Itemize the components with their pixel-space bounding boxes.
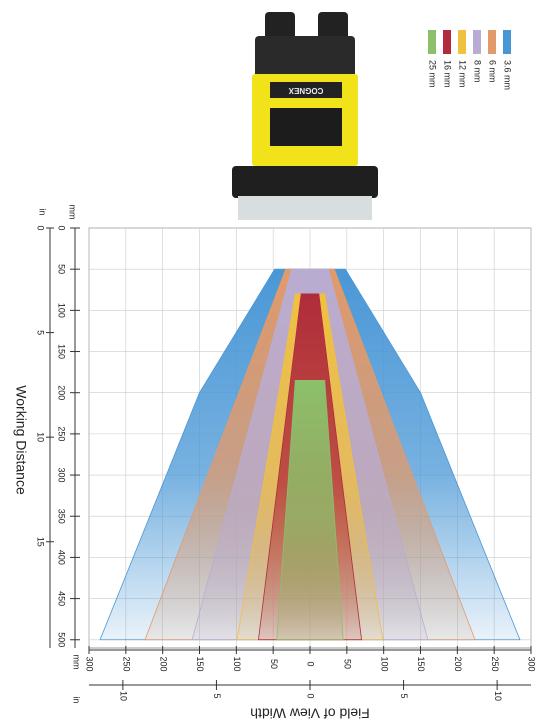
legend-label: 8 mm [473,60,483,83]
y-axis-title: Working Distance [13,385,29,495]
fov-area [276,379,344,641]
camera: COGNEX [232,12,378,220]
y-tick-label: 100 [57,303,67,318]
y2-tick-label: 5 [36,330,46,335]
x-tick-label: 150 [416,656,426,671]
y-tick-label: 450 [57,591,67,606]
x-tick-label: 50 [342,659,352,669]
legend-label: 16 mm [443,60,453,88]
y2-tick-label: 15 [36,537,46,547]
x-tick-label: 100 [379,656,389,671]
legend-label: 25 mm [428,60,438,88]
x-tick-label: 250 [490,656,500,671]
y-unit: mm [68,205,78,220]
y2-tick-label: 10 [36,432,46,442]
x-tick-label: 50 [269,659,279,669]
y-tick-label: 350 [57,509,67,524]
x2-tick-label: 5 [399,693,409,698]
legend: 3.6 mm 6 mm 8 mm 12 mm 16 mm 25 mm [428,30,513,90]
x-axis-title: Field of View Width [250,705,370,721]
x2-tick-label: 0 [306,693,316,698]
x2-tick-label: 10 [493,691,503,701]
legend-swatch [458,30,466,54]
y-tick-label: 250 [57,426,67,441]
x2-unit: in [72,696,82,703]
legend-swatch [503,30,511,54]
x-tick-label: 300 [527,656,537,671]
legend-swatch [443,30,451,54]
x-tick-label: 300 [85,656,95,671]
x2-tick-label: 5 [212,693,222,698]
y-tick-label: 50 [57,264,67,274]
y-tick-label: 0 [57,225,67,230]
brand-label: COGNEX [288,86,323,95]
x-tick-label: 250 [121,656,131,671]
legend-swatch [488,30,496,54]
y-tick-label: 200 [57,385,67,400]
x-tick-label: 100 [232,656,242,671]
x-tick-label: 200 [453,656,463,671]
x-unit: mm [72,655,82,670]
y-tick-label: 150 [57,344,67,359]
x-tick-label: 0 [306,661,316,666]
x-tick-label: 150 [195,656,205,671]
y-tick-label: 300 [57,468,67,483]
legend-label: 12 mm [458,60,468,88]
legend-swatch [428,30,436,54]
legend-label: 3.6 mm [503,60,513,90]
x-tick-label: 200 [158,656,168,671]
legend-swatch [473,30,481,54]
y-tick-label: 400 [57,550,67,565]
y2-tick-label: 0 [36,225,46,230]
x2-tick-label: 10 [118,691,128,701]
y-tick-label: 500 [57,632,67,647]
legend-label: 6 mm [488,60,498,83]
y2-unit: in [38,208,48,215]
